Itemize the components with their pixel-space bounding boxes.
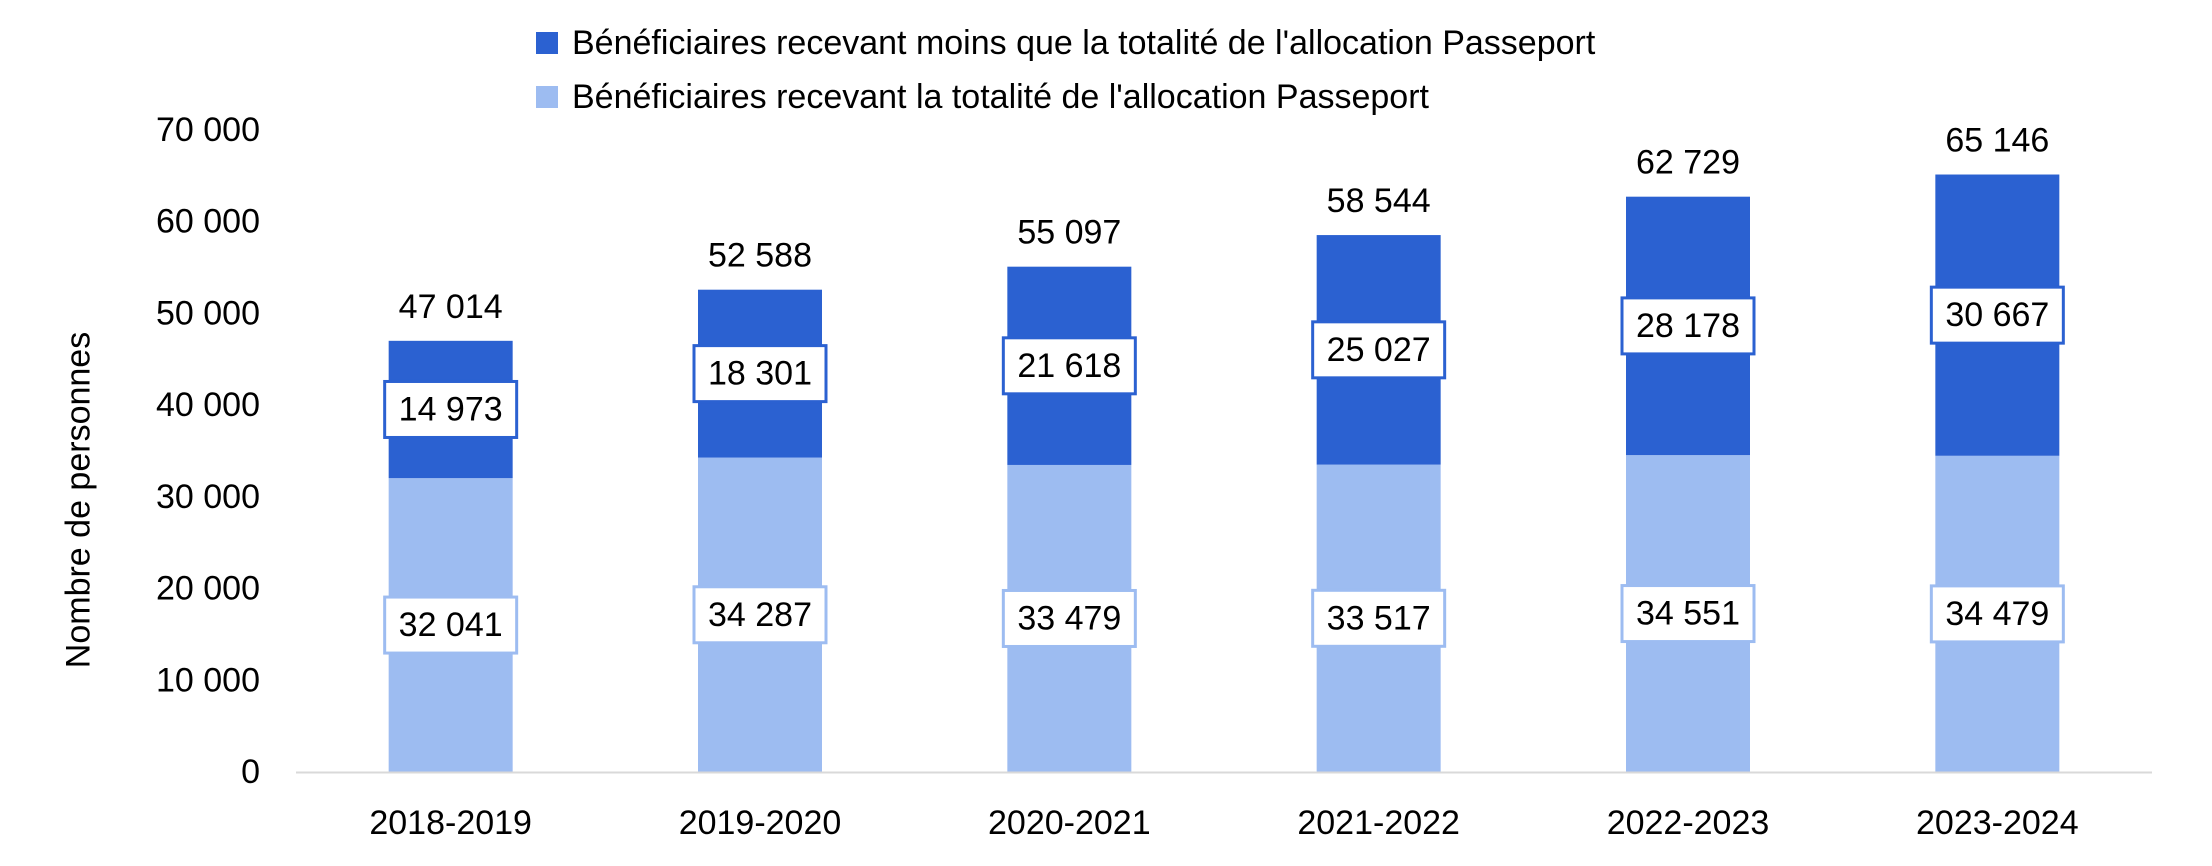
- axes-group: 0 10 000 20 000 30 000 40 000 50 000 60 000 70 …: [156, 111, 2152, 842]
- total-label: 62 729: [1636, 144, 1740, 182]
- y-tick-label: 0: [241, 753, 260, 791]
- data-label-box-full: [1929, 584, 2065, 644]
- data-label-box-partial: [1001, 336, 1137, 396]
- x-tick-label: 2019-2020: [679, 804, 842, 842]
- x-tick-label: 2023-2024: [1916, 804, 2079, 842]
- data-label-box-full: [1001, 588, 1137, 648]
- total-label: 55 097: [1017, 214, 1121, 252]
- y-axis-title: Nombre de personnes: [59, 331, 98, 669]
- y-tick-label: 40 000: [156, 386, 260, 424]
- data-label-box-partial: [1311, 320, 1447, 380]
- bars-group: [388, 174, 2060, 772]
- data-label-box-full: [1620, 584, 1756, 644]
- total-label: 52 588: [708, 237, 812, 275]
- x-tick-label: 2022-2023: [1607, 804, 1770, 842]
- legend-label-full: Bénéficiaires recevant la totalité de l'…: [572, 77, 1429, 116]
- data-label-box-full: [1311, 588, 1447, 648]
- data-label-box-partial: [1620, 296, 1756, 356]
- x-tick-label: 2018-2019: [369, 804, 532, 842]
- legend-item-partial: Bénéficiaires recevant moins que la tota…: [536, 16, 1595, 70]
- total-label: 58 544: [1327, 182, 1431, 220]
- y-tick-label: 20 000: [156, 570, 260, 608]
- data-label-partial: 30 667: [1945, 296, 2049, 334]
- data-label-partial: 28 178: [1636, 307, 1740, 345]
- y-tick-label: 60 000: [156, 203, 260, 241]
- data-label-full: 34 551: [1636, 595, 1740, 633]
- data-label-box-partial: [383, 379, 519, 439]
- y-tick-label: 70 000: [156, 111, 260, 149]
- data-label-full: 34 287: [708, 596, 812, 634]
- data-label-full: 32 041: [399, 606, 503, 644]
- x-tick-label: 2021-2022: [1297, 804, 1460, 842]
- y-tick-label: 30 000: [156, 478, 260, 516]
- data-label-partial: 14 973: [399, 390, 503, 428]
- data-label-partial: 21 618: [1017, 347, 1121, 385]
- data-label-partial: 18 301: [708, 355, 812, 393]
- total-label: 47 014: [399, 288, 503, 326]
- labels-group: 32 041 14 973 47 014 34 287 18 301 52 588 33 4…: [383, 122, 2065, 655]
- data-label-box-full: [692, 585, 828, 645]
- y-tick-label: 10 000: [156, 661, 260, 699]
- legend-label-partial: Bénéficiaires recevant moins que la tota…: [572, 23, 1596, 62]
- data-label-partial: 25 027: [1327, 331, 1431, 369]
- y-tick-label: 50 000: [156, 294, 260, 332]
- data-label-full: 34 479: [1945, 595, 2049, 633]
- legend: Bénéficiaires recevant moins que la tota…: [536, 16, 1595, 124]
- legend-swatch-full: [536, 86, 558, 108]
- legend-swatch-partial: [536, 32, 558, 54]
- legend-item-full: Bénéficiaires recevant la totalité de l'…: [536, 70, 1595, 124]
- total-label: 65 146: [1945, 122, 2049, 160]
- data-label-box-partial: [1929, 285, 2065, 345]
- data-label-full: 33 517: [1327, 599, 1431, 637]
- data-label-box-full: [383, 595, 519, 655]
- data-label-box-partial: [692, 344, 828, 404]
- x-tick-label: 2020-2021: [988, 804, 1151, 842]
- data-label-full: 33 479: [1017, 599, 1121, 637]
